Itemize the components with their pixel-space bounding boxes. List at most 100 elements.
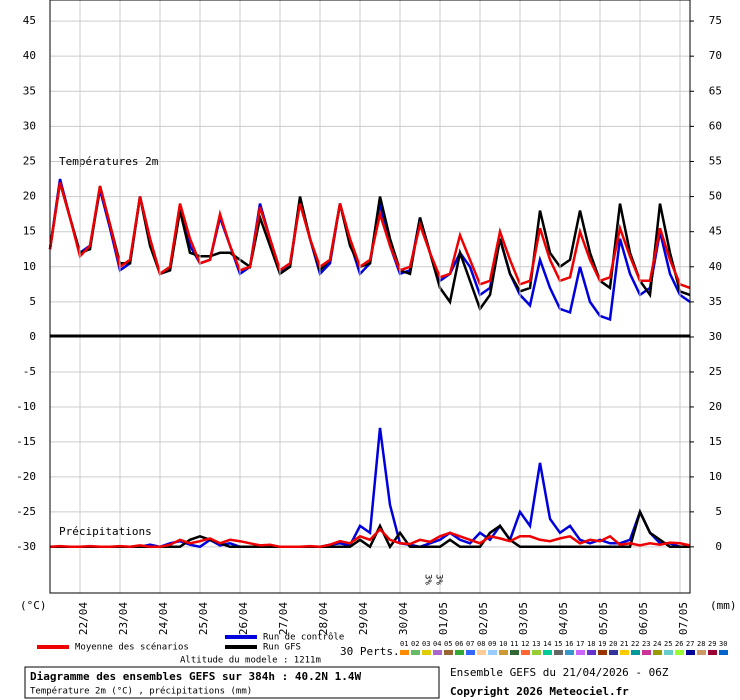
pert-swatch — [587, 650, 596, 655]
pert-swatch — [444, 650, 453, 655]
x-tick-label: 01/05 — [437, 602, 450, 635]
y2-tick-label: 0 — [715, 540, 722, 553]
copyright: Copyright 2026 Meteociel.fr — [450, 685, 629, 698]
pert-label: 21 — [620, 640, 628, 648]
y2-tick-label: 75 — [709, 14, 722, 27]
pert-swatch — [686, 650, 695, 655]
y-tick-label: 30 — [23, 119, 36, 132]
y2-tick-label: 20 — [709, 400, 722, 413]
pert-label: 03 — [422, 640, 430, 648]
pert-swatch — [411, 650, 420, 655]
legend-label: Moyenne des scénarios — [75, 642, 189, 653]
pert-label: 17 — [576, 640, 584, 648]
annotation: 3% — [434, 574, 444, 585]
series-line — [48, 182, 691, 312]
x-tick-label: 26/04 — [237, 602, 250, 635]
pert-swatch — [642, 650, 651, 655]
x-tick-label: 29/04 — [357, 602, 370, 635]
x-tick-label: 03/05 — [517, 602, 530, 635]
run-info: Ensemble GEFS du 21/04/2026 - 06Z — [450, 666, 669, 679]
pert-swatch — [565, 650, 574, 655]
pert-swatch — [653, 650, 662, 655]
x-tick-label: 28/04 — [317, 602, 330, 635]
y-tick-label: -15 — [16, 435, 36, 448]
pert-label: 13 — [532, 640, 540, 648]
pert-swatch — [620, 650, 629, 655]
pert-label: 18 — [587, 640, 595, 648]
pert-swatch — [466, 650, 475, 655]
pert-label: 11 — [510, 640, 518, 648]
y-tick-label: -30 — [16, 540, 36, 553]
y2-tick-label: 10 — [709, 470, 722, 483]
x-tick-label: 05/05 — [597, 602, 610, 635]
y2-tick-label: 5 — [715, 505, 722, 518]
pert-swatch — [521, 650, 530, 655]
pert-swatch — [532, 650, 541, 655]
y-tick-label: 10 — [23, 260, 36, 273]
pert-label: 19 — [598, 640, 606, 648]
panel-title: Précipitations — [59, 525, 152, 538]
pert-label: 12 — [521, 640, 529, 648]
pert-label: 20 — [609, 640, 617, 648]
y2-tick-label: 60 — [709, 119, 722, 132]
pert-swatch — [719, 650, 728, 655]
pert-swatch — [510, 650, 519, 655]
pert-label: 30 — [719, 640, 727, 648]
pert-label: 09 — [488, 640, 496, 648]
pert-label: 25 — [664, 640, 672, 648]
series-line — [48, 178, 691, 322]
x-tick-label: 25/04 — [197, 602, 210, 635]
pert-swatch — [543, 650, 552, 655]
y-tick-label: 5 — [29, 295, 36, 308]
y-tick-label: -5 — [23, 365, 36, 378]
y2-axis-label: (mm) — [710, 599, 737, 612]
pert-swatch — [708, 650, 717, 655]
y2-tick-label: 65 — [709, 84, 722, 97]
y2-tick-label: 55 — [709, 154, 722, 167]
pert-swatch — [488, 650, 497, 655]
series-line — [48, 182, 691, 290]
pert-swatch — [675, 650, 684, 655]
y-tick-label: 20 — [23, 190, 36, 203]
y2-tick-label: 35 — [709, 295, 722, 308]
x-tick-label: 02/05 — [477, 602, 490, 635]
info-box — [24, 666, 440, 699]
pert-label: 07 — [466, 640, 474, 648]
pert-swatch — [400, 650, 409, 655]
x-tick-label: 22/04 — [77, 602, 90, 635]
legend-label: Run GFS — [263, 643, 301, 653]
pert-label: 08 — [477, 640, 485, 648]
x-tick-label: 23/04 — [117, 602, 130, 635]
y2-tick-label: 15 — [709, 435, 722, 448]
x-tick-label: 06/05 — [637, 602, 650, 635]
plot-frame — [49, 0, 691, 594]
y-tick-label: -20 — [16, 470, 36, 483]
pert-swatch — [455, 650, 464, 655]
pert-label: 24 — [653, 640, 661, 648]
y-tick-label: 15 — [23, 225, 36, 238]
pert-swatch — [609, 650, 618, 655]
pert-label: 01 — [400, 640, 408, 648]
pert-label: 26 — [675, 640, 683, 648]
info-title: Diagramme des ensembles GEFS sur 384h : … — [30, 670, 362, 683]
pert-swatch — [422, 650, 431, 655]
info-subtitle: Température 2m (°C) , précipitations (mm… — [30, 686, 252, 697]
y-tick-label: 25 — [23, 154, 36, 167]
pert-swatch — [664, 650, 673, 655]
pert-swatch — [433, 650, 442, 655]
x-tick-label: 30/04 — [397, 602, 410, 635]
pert-label: 22 — [631, 640, 639, 648]
pert-swatch — [576, 650, 585, 655]
y-tick-label: -10 — [16, 400, 36, 413]
y-tick-label: -25 — [16, 505, 36, 518]
x-tick-label: 24/04 — [157, 602, 170, 635]
pert-label: 04 — [433, 640, 441, 648]
pert-label: 06 — [455, 640, 463, 648]
perturbations-title: 30 Perts. — [340, 645, 400, 658]
pert-label: 02 — [411, 640, 419, 648]
pert-label: 16 — [565, 640, 573, 648]
x-tick-label: 27/04 — [277, 602, 290, 635]
pert-label: 10 — [499, 640, 507, 648]
annotation: 3% — [423, 574, 433, 585]
